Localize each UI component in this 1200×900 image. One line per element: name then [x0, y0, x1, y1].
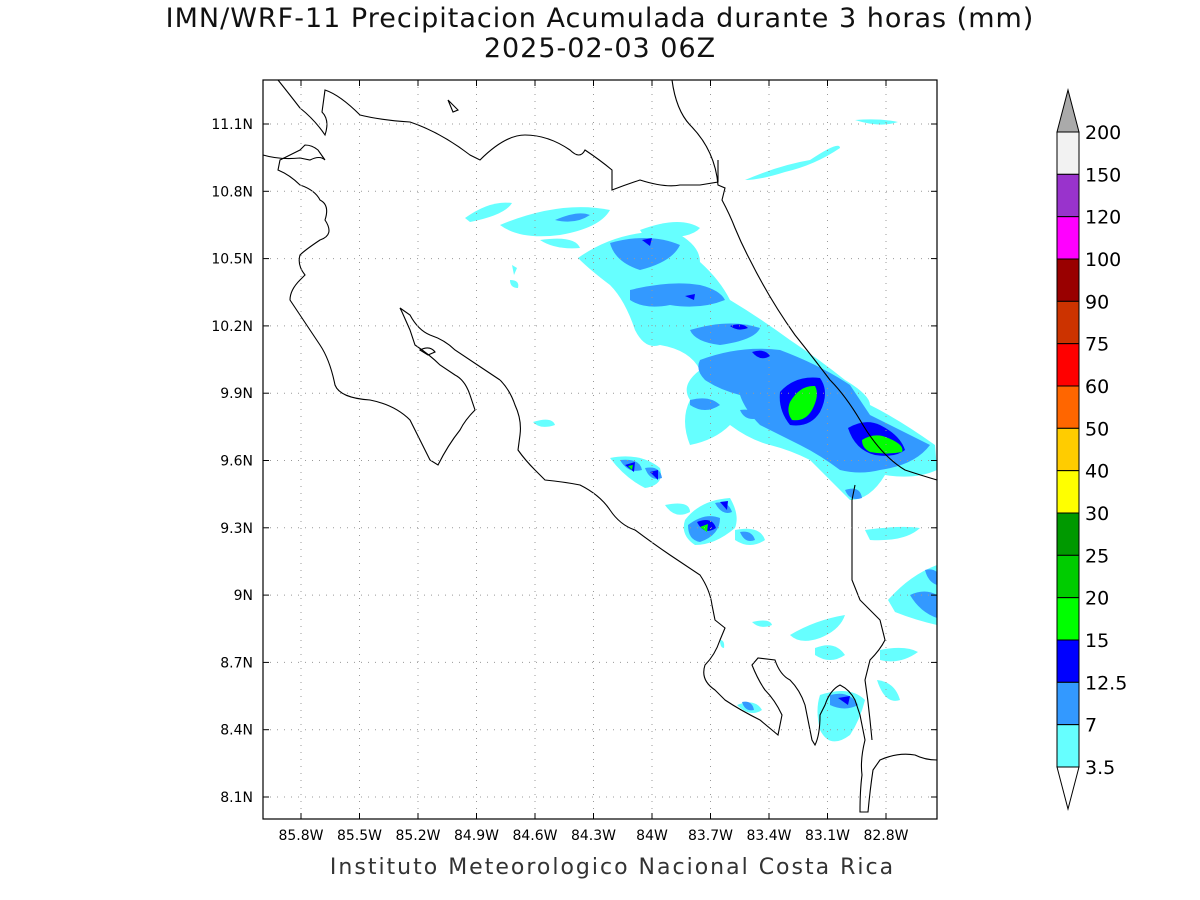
colorbar-bottom-arrow	[1056, 766, 1080, 811]
colorbar-label: 20	[1085, 588, 1109, 610]
colorbar-swatch	[1056, 470, 1080, 514]
colorbar-swatch	[1056, 131, 1080, 175]
colorbar-swatch	[1056, 258, 1080, 302]
y-tick-label: 10.8N	[211, 184, 253, 200]
colorbar-label: 12.5	[1085, 672, 1127, 694]
precip-7-12.5-area	[555, 213, 937, 711]
colorbar-swatch	[1056, 173, 1080, 218]
grid-lines	[263, 80, 937, 819]
x-tick-label: 84W	[636, 828, 668, 844]
colorbar-label: 3.5	[1085, 757, 1115, 779]
y-tick-label: 10.5N	[211, 252, 253, 268]
y-tick-label: 9.3N	[220, 521, 253, 537]
y-axis: 11.1N 10.8N 10.5N 10.2N 9.9N 9.6N 9.3N 9N 8.7N 8.…	[211, 117, 937, 806]
colorbar-swatch	[1056, 343, 1080, 387]
colorbar-label: 60	[1085, 376, 1109, 398]
colorbar-swatch	[1056, 385, 1080, 429]
colorbar-label: 40	[1085, 461, 1109, 483]
map-title: IMN/WRF-11 Precipitacion Acumulada duran…	[165, 3, 1035, 34]
x-tick-label: 83.1W	[805, 828, 850, 844]
colorbar-label: 200	[1085, 122, 1121, 144]
y-tick-label: 11.1N	[211, 117, 253, 133]
x-tick-label: 82.8W	[863, 828, 908, 844]
x-axis: 85.8W 85.5W 85.2W 84.9W 84.6W 84.3W 84W 83.7W 83…	[278, 80, 909, 844]
colorbar-label: 30	[1085, 503, 1109, 525]
footer-credit: Instituto Meteorologico Nacional Costa R…	[329, 855, 896, 880]
colorbar-label: 120	[1085, 207, 1121, 229]
x-tick-label: 84.9W	[454, 828, 499, 844]
precipitation-field	[465, 119, 937, 742]
precip-15-20-area	[628, 385, 903, 532]
x-tick-label: 85.5W	[337, 828, 382, 844]
colorbar-label: 25	[1085, 545, 1109, 567]
y-tick-label: 9.9N	[220, 386, 253, 402]
x-tick-label: 84.6W	[512, 828, 557, 844]
y-tick-label: 8.4N	[220, 723, 253, 739]
colorbar-label: 15	[1085, 630, 1109, 652]
colorbar-swatch	[1056, 597, 1080, 641]
colorbar-swatch	[1056, 427, 1080, 472]
map-subtitle: 2025-02-03 06Z	[483, 33, 717, 64]
coastline	[262, 79, 938, 813]
y-tick-label: 8.1N	[220, 790, 253, 806]
colorbar-label: 7	[1085, 715, 1097, 737]
x-tick-label: 85.8W	[278, 828, 323, 844]
map-frame	[262, 79, 938, 820]
colorbar-swatch	[1056, 216, 1080, 260]
colorbar-legend: 200 150 120 100 90 75 60 50 40 30 25 20 15 12.5 7 3.5	[1056, 88, 1127, 811]
x-tick-label: 83.4W	[746, 828, 791, 844]
country-border	[851, 484, 886, 741]
y-tick-label: 10.2N	[211, 319, 253, 335]
colorbar-label: 150	[1085, 164, 1121, 186]
colorbar-label: 100	[1085, 249, 1121, 271]
colorbar-swatch	[1056, 512, 1080, 556]
colorbar-label: 50	[1085, 418, 1109, 440]
colorbar-top-arrow	[1056, 88, 1080, 133]
y-tick-label: 9.6N	[220, 454, 253, 470]
y-tick-label: 9N	[234, 588, 253, 604]
x-tick-label: 83.7W	[688, 828, 733, 844]
colorbar-label: 90	[1085, 291, 1109, 313]
colorbar-swatch	[1056, 554, 1080, 599]
colorbar-swatch	[1056, 639, 1080, 683]
colorbar-swatch	[1056, 681, 1080, 726]
colorbar-label: 75	[1085, 334, 1109, 356]
x-tick-label: 84.3W	[571, 828, 616, 844]
colorbar-swatch	[1056, 300, 1080, 345]
colorbar-swatch	[1056, 724, 1080, 768]
y-tick-label: 8.7N	[220, 655, 253, 671]
x-tick-label: 85.2W	[395, 828, 440, 844]
